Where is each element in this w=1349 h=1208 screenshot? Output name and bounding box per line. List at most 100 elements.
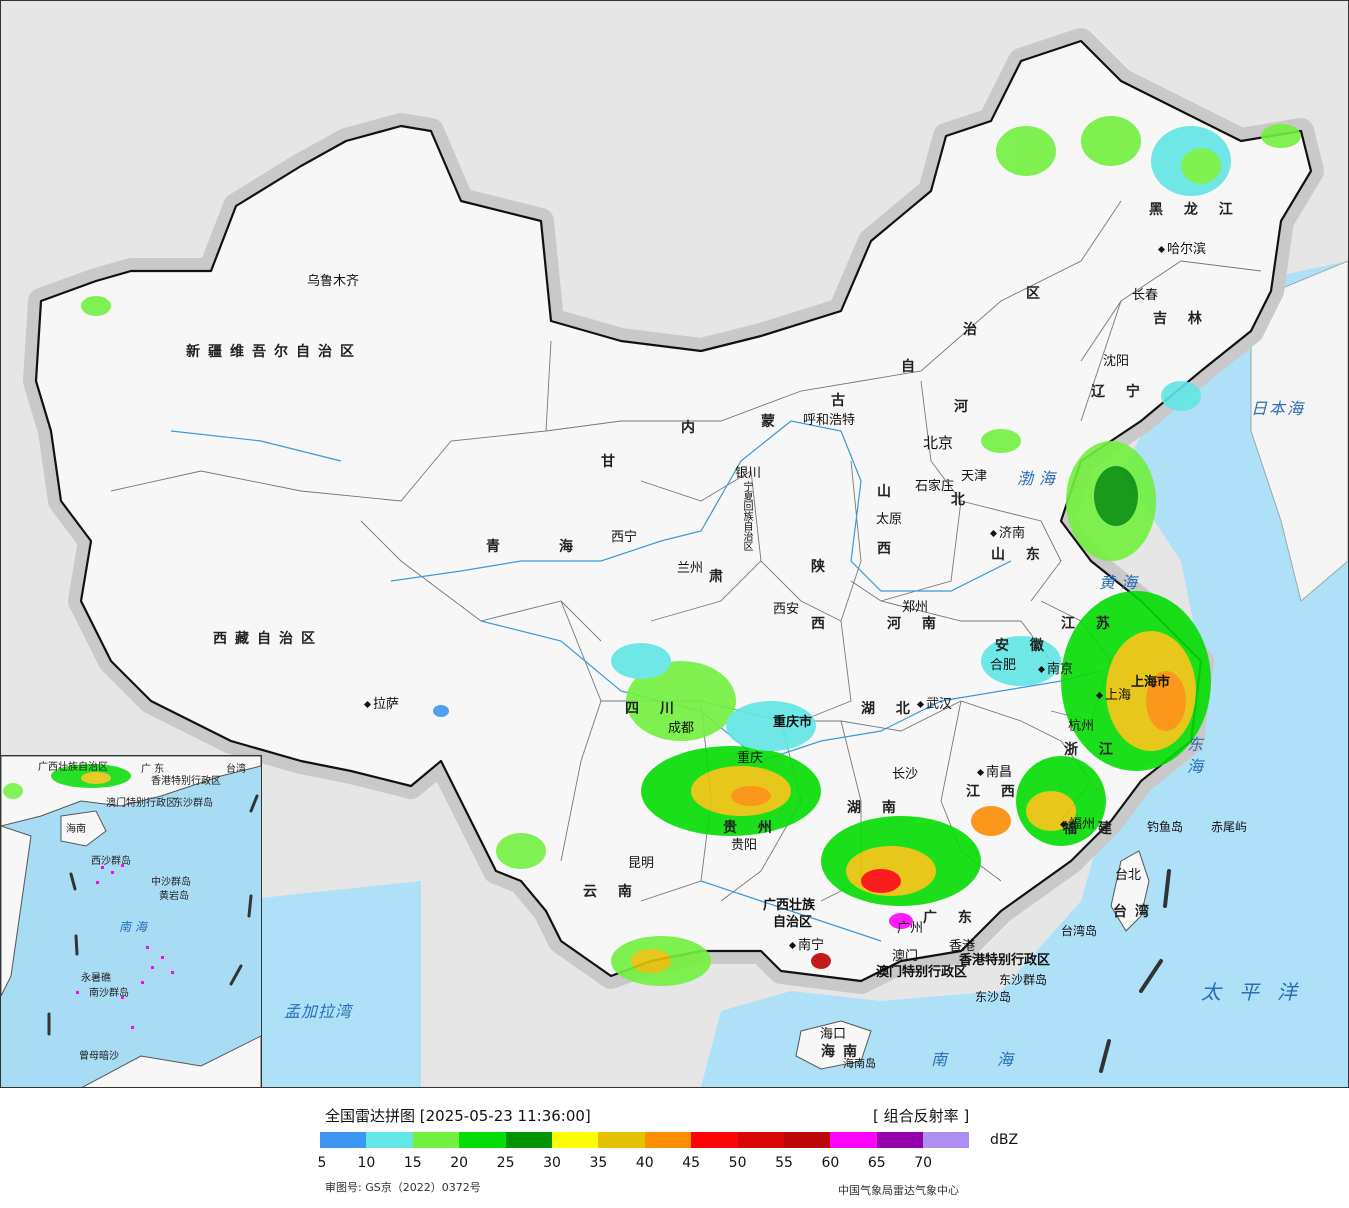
city-label-beijing: 北京: [923, 434, 954, 452]
city-label-macau: 澳门: [892, 949, 919, 964]
colorbar-swatch: [644, 1132, 692, 1148]
colorbar-swatch: [737, 1132, 784, 1148]
inset-label-guangdong: 广 东: [141, 764, 165, 775]
city-label-harbin: 哈尔滨: [1159, 238, 1206, 257]
region-label-shanxi-1: 山: [877, 484, 899, 500]
city-label-xian: 西安: [773, 602, 800, 617]
region-label-macao: 澳门特别行政区: [876, 965, 968, 980]
city-label-hangzhou: 杭州: [1068, 719, 1095, 734]
inset-label-huangyan: 黄岩岛: [159, 891, 189, 902]
sea-area-east: [701, 261, 1348, 1087]
inset-label-yongshu: 永暑礁: [81, 973, 111, 984]
colorbar-unit: dBZ: [990, 1132, 1019, 1148]
neighbour-land: [1250, 260, 1348, 602]
city-label-guangzhou: 广州: [897, 921, 924, 936]
china-land: [34, 39, 1313, 983]
city-label-chengdu: 成都: [668, 721, 695, 736]
city-label-changchun: 长春: [1132, 288, 1159, 303]
region-label-qinghai-2: 海: [559, 539, 581, 555]
colorbar-tick-label: 10: [357, 1155, 376, 1171]
legend-panel: 全国雷达拼图 [2025-05-23 11:36:00] [ 组合反射率 ] d…: [0, 1088, 1349, 1208]
region-label-hk: 香港特别行政区: [959, 953, 1051, 968]
south-china-sea-inset: 广西壮族自治区 广 东 台湾 香港特别行政区 澳门特别行政区 东沙群岛 海南 西…: [1, 755, 262, 1087]
inset-label-nansha: 南沙群岛: [89, 988, 129, 999]
region-label-anhui: 安 徽: [995, 638, 1052, 654]
colorbar-swatch: [830, 1132, 877, 1148]
organization-label: 中国气象局雷达气象中心: [838, 1184, 959, 1197]
region-label-neimenggu-1: 内: [681, 420, 703, 436]
city-label-haikou: 海口: [820, 1027, 847, 1042]
colorbar-swatch: [783, 1132, 831, 1148]
inset-land-south: [81, 1035, 261, 1087]
colorbar-tick-label: 45: [682, 1155, 701, 1171]
hainan-island: [795, 1020, 872, 1070]
city-label-tianjin: 天津: [961, 469, 988, 484]
colorbar-swatch: [691, 1132, 738, 1148]
inset-nine-dash-line: [47, 794, 259, 1036]
colorbar-swatch: [505, 1132, 552, 1148]
region-label-xizang: 西藏自治区: [213, 631, 323, 647]
inset-label-hk: 香港特别行政区: [151, 776, 221, 787]
inset-echoes: [3, 764, 131, 799]
inset-canvas: [1, 756, 261, 1087]
region-label-neimenggu-6: 区: [1026, 286, 1048, 302]
city-label-chongqing: 重庆: [737, 751, 764, 766]
region-label-jiangsu: 江 苏: [1061, 616, 1118, 632]
inset-label-zengmu: 曾母暗沙: [79, 1051, 119, 1062]
region-label-yunnan: 云 南: [583, 884, 640, 900]
colorbar-tick-label: 15: [403, 1155, 422, 1171]
city-label-kunming: 昆明: [628, 856, 655, 871]
region-label-neimenggu-2: 蒙: [761, 414, 783, 430]
city-label-hohhot: 呼和浩特: [803, 413, 856, 428]
sea-label-huanghai: 黄海: [1099, 573, 1144, 592]
region-label-shanghai: 上海市: [1131, 675, 1171, 690]
city-label-lhasa: 拉萨: [365, 693, 399, 712]
inset-label-xisha: 西沙群岛: [91, 856, 131, 867]
colorbar-swatch: [412, 1132, 460, 1148]
colorbar: [320, 1132, 970, 1148]
colorbar-swatch: [876, 1132, 924, 1148]
region-label-zhejiang: 浙 江: [1064, 742, 1121, 758]
region-label-guangxi-1: 广西壮族: [763, 898, 816, 913]
region-label-xinjiang: 新疆维吾尔自治区: [186, 344, 362, 360]
region-label-hainan: 海南: [821, 1044, 865, 1060]
sea-label-bohai: 渤海: [1017, 469, 1062, 488]
city-label-hongkong: 香港: [949, 939, 976, 954]
island-label-taiwan: 台湾岛: [1061, 924, 1098, 938]
island-label-chiwei: 赤尾屿: [1211, 820, 1248, 834]
region-label-heilongjiang: 黑 龙 江: [1149, 202, 1241, 218]
region-label-gansu-2: 肃: [709, 569, 731, 585]
city-label-xining: 西宁: [611, 530, 638, 545]
colorbar-swatch: [459, 1132, 506, 1148]
region-label-neimenggu-4: 自: [901, 359, 923, 375]
maritime-boundary: [1099, 869, 1171, 1073]
region-label-chongqing: 重庆市: [773, 715, 813, 730]
product-label: [ 组合反射率 ]: [873, 1107, 970, 1125]
colorbar-tick-label: 20: [450, 1155, 469, 1171]
region-label-qinghai: 青: [486, 539, 508, 555]
rivers: [170, 420, 1102, 942]
colorbar-tick-label: 25: [496, 1155, 515, 1171]
city-label-taiyuan: 太原: [876, 512, 903, 527]
region-label-shandong: 山 东: [991, 547, 1048, 563]
map-canvas: [23, 28, 1348, 1087]
region-label-jiangxi: 江 西: [966, 784, 1023, 800]
colorbar-tick-label: 55: [775, 1155, 793, 1171]
colorbar-tick-label: 50: [728, 1155, 747, 1171]
city-label-taipei: 台北: [1115, 868, 1142, 883]
sea-label-nanhai: 南海: [931, 1050, 1064, 1069]
inset-label-guangxi: 广西壮族自治区: [38, 762, 108, 773]
colorbar-tick-label: 70: [914, 1155, 933, 1171]
colorbar-tick-label: 40: [635, 1155, 654, 1171]
colorbar-tick-label: 30: [543, 1155, 561, 1171]
radar-echoes: [81, 116, 1301, 986]
island-label-diaoyu: 钓鱼岛: [1147, 820, 1184, 834]
inset-label-zhongsha: 中沙群岛: [151, 877, 191, 888]
colorbar-swatch: [598, 1132, 645, 1148]
city-label-shijiazhuang: 石家庄: [915, 479, 955, 494]
region-label-liaoning: 辽 宁: [1091, 384, 1148, 400]
region-label-shaanxi-2: 西: [811, 616, 833, 632]
inset-islands: [76, 864, 174, 1029]
radar-map: 新疆维吾尔自治区 西藏自治区 青 海 甘 肃 内 蒙 古 自 治 区 黑 龙 江…: [0, 0, 1349, 1088]
inset-label-macao: 澳门特别行政区: [106, 798, 176, 809]
